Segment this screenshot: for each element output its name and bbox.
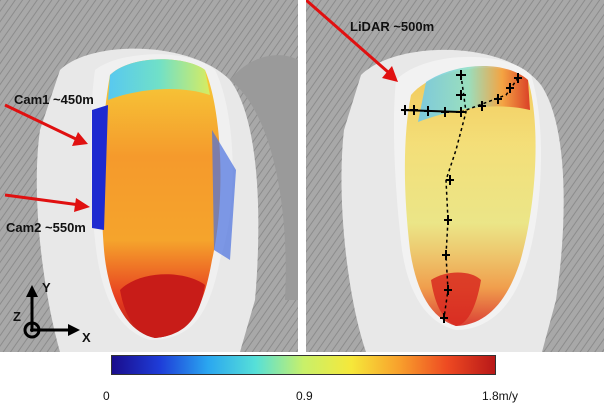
velocity-colorbar bbox=[111, 355, 496, 375]
velocity-field-bottom bbox=[120, 274, 205, 338]
arrow-cam2-head bbox=[74, 198, 90, 212]
axis-label-x: X bbox=[82, 330, 91, 345]
arrow-cam2-line bbox=[4, 193, 81, 207]
velocity-field-top bbox=[108, 59, 210, 100]
velocity-field-right bbox=[404, 68, 536, 326]
arrow-lidar-line bbox=[306, 0, 389, 74]
terrain-shadow-right bbox=[230, 55, 298, 301]
left-map-svg bbox=[0, 0, 298, 352]
right-velocity-map: LiDAR ~500m bbox=[306, 0, 604, 352]
cam2-label: Cam2 ~550m bbox=[6, 220, 86, 235]
lidar-label: LiDAR ~500m bbox=[350, 19, 435, 34]
velocity-field-right-edge bbox=[212, 130, 236, 260]
cam1-label: Cam1 ~450m bbox=[14, 92, 94, 107]
velocity-field-left bbox=[101, 59, 221, 339]
profile-markers bbox=[401, 70, 522, 323]
colorbar-max-label: 1.8m/y bbox=[482, 389, 519, 403]
axis-label-z: Z bbox=[13, 309, 21, 324]
arrow-cam1-head bbox=[72, 132, 88, 146]
arrow-lidar-head bbox=[382, 66, 398, 82]
axis-label-y: Y bbox=[42, 280, 51, 295]
velocity-field-bottom bbox=[431, 272, 481, 326]
left-velocity-map: Cam1 ~450m Cam2 ~550m Y Z X bbox=[0, 0, 298, 352]
colorbar-min-label: 0 bbox=[103, 389, 110, 403]
arrow-cam1-line bbox=[4, 103, 79, 142]
right-map-svg bbox=[306, 0, 604, 352]
velocity-field-blue-strip bbox=[92, 105, 108, 230]
axis-glyph bbox=[23, 285, 80, 339]
colorbar-mid-label: 0.9 bbox=[296, 389, 313, 403]
